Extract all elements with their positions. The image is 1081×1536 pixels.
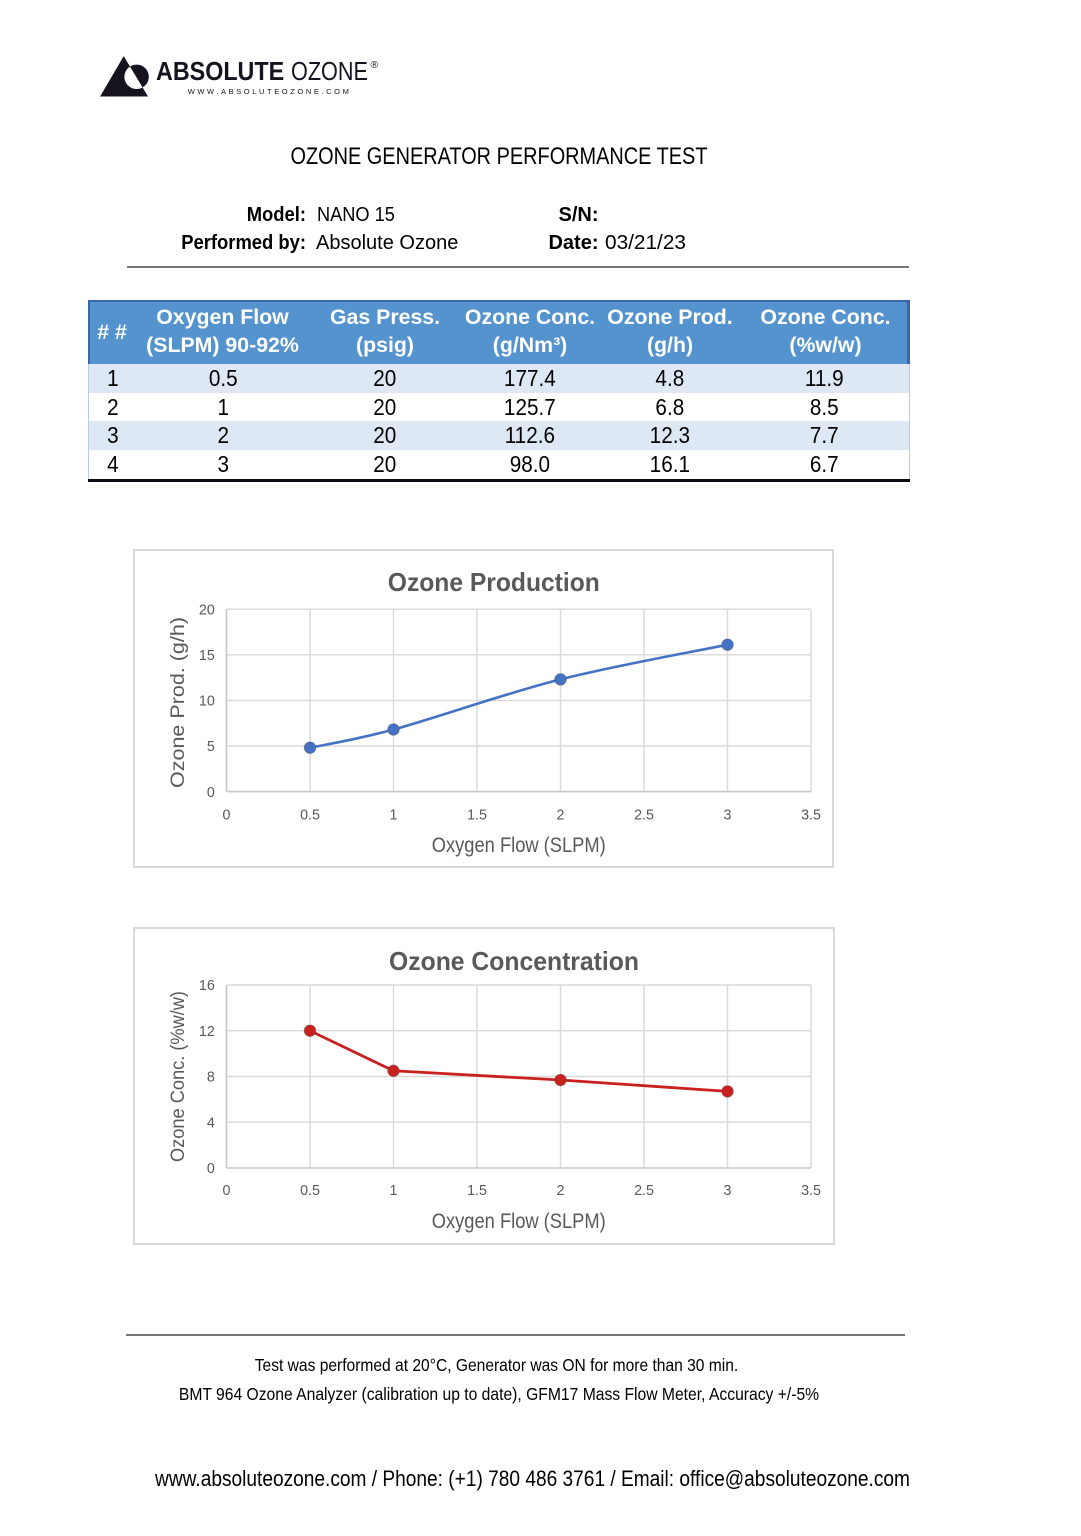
svg-text:0.5: 0.5 xyxy=(300,1183,320,1199)
svg-text:2: 2 xyxy=(557,808,565,824)
svg-text:0.5: 0.5 xyxy=(300,808,320,824)
svg-text:0: 0 xyxy=(223,808,231,824)
svg-text:3.5: 3.5 xyxy=(801,1183,821,1199)
svg-text:3.5: 3.5 xyxy=(801,808,821,824)
svg-text:3: 3 xyxy=(724,808,732,824)
svg-text:16: 16 xyxy=(199,978,215,994)
svg-text:Ozone Concentration: Ozone Concentration xyxy=(389,946,639,976)
svg-text:4: 4 xyxy=(207,1115,215,1131)
svg-text:10: 10 xyxy=(199,694,215,710)
svg-text:5: 5 xyxy=(207,739,215,755)
svg-text:20: 20 xyxy=(199,602,215,618)
svg-text:15: 15 xyxy=(199,648,215,664)
svg-text:0: 0 xyxy=(223,1183,231,1199)
svg-text:12: 12 xyxy=(199,1024,215,1040)
svg-text:Oxygen Flow (SLPM): Oxygen Flow (SLPM) xyxy=(432,1210,606,1233)
svg-text:Ozone Production: Ozone Production xyxy=(388,567,600,597)
svg-text:2: 2 xyxy=(557,1183,565,1199)
svg-text:Ozone Prod. (g/h): Ozone Prod. (g/h) xyxy=(168,617,189,788)
svg-text:0: 0 xyxy=(207,1161,215,1177)
svg-text:3: 3 xyxy=(724,1183,732,1199)
svg-text:1.5: 1.5 xyxy=(467,1183,487,1199)
svg-text:1.5: 1.5 xyxy=(467,808,487,824)
svg-text:Ozone Conc. (%w/w): Ozone Conc. (%w/w) xyxy=(168,991,189,1162)
svg-text:2.5: 2.5 xyxy=(634,808,654,824)
svg-text:1: 1 xyxy=(390,808,398,824)
svg-text:8: 8 xyxy=(207,1070,215,1086)
svg-text:1: 1 xyxy=(390,1183,398,1199)
svg-text:0: 0 xyxy=(207,785,215,801)
svg-text:2.5: 2.5 xyxy=(634,1183,654,1199)
svg-text:Oxygen Flow (SLPM): Oxygen Flow (SLPM) xyxy=(432,834,606,857)
